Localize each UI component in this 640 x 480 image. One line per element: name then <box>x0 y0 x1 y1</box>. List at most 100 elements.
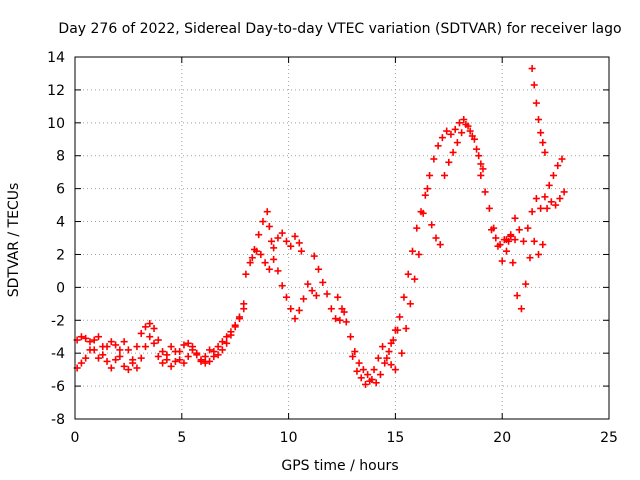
data-point <box>353 367 361 375</box>
data-point <box>206 357 214 365</box>
data-point <box>359 366 367 374</box>
data-point <box>396 313 404 321</box>
data-point <box>528 208 536 216</box>
data-point <box>541 193 549 201</box>
data-point <box>404 270 412 278</box>
data-point <box>133 364 141 372</box>
data-point <box>141 343 149 351</box>
y-axis-label: SDTVAR / TECUs <box>6 183 22 298</box>
data-point <box>383 354 391 362</box>
data-point <box>535 250 543 258</box>
data-point <box>391 366 399 374</box>
data-point <box>146 333 154 341</box>
data-point <box>94 333 102 341</box>
data-point <box>257 250 265 258</box>
data-point <box>537 129 545 137</box>
data-point <box>154 336 162 344</box>
data-point <box>163 356 171 364</box>
data-point <box>304 280 312 288</box>
data-point <box>347 333 355 341</box>
data-point <box>541 148 549 156</box>
data-point <box>82 354 90 362</box>
data-point <box>248 254 256 262</box>
data-point <box>481 188 489 196</box>
data-point <box>372 379 380 387</box>
data-point <box>227 331 235 339</box>
data-point <box>120 338 128 346</box>
data-point <box>274 267 282 275</box>
data-point <box>376 371 384 379</box>
data-point <box>334 293 342 301</box>
data-point <box>255 231 263 239</box>
data-point <box>539 139 547 147</box>
data-point <box>524 224 532 232</box>
data-point <box>547 198 555 206</box>
axis-ticks <box>74 56 610 420</box>
data-point <box>509 259 517 267</box>
tick-labels: 0 5 10 15 20 25 -8 -6 -4 -2 0 2 4 6 8 10 12 14 <box>47 50 618 446</box>
data-point <box>398 349 406 357</box>
data-point <box>291 315 299 323</box>
data-point <box>295 306 303 314</box>
data-point <box>94 354 102 362</box>
data-point <box>511 214 519 222</box>
x-tick-label: 0 <box>71 430 80 446</box>
data-point <box>528 65 536 73</box>
data-point <box>402 325 410 332</box>
x-tick-label: 5 <box>177 430 186 446</box>
data-point <box>462 120 470 128</box>
data-point <box>112 356 120 364</box>
data-point <box>513 292 521 300</box>
data-point <box>502 236 510 244</box>
data-point <box>434 142 442 150</box>
data-point <box>231 323 239 331</box>
data-point <box>188 343 196 351</box>
data-point <box>270 244 278 252</box>
data-point <box>421 191 429 199</box>
data-point <box>253 247 261 255</box>
y-tick-label: -8 <box>51 412 65 428</box>
data-points <box>73 65 568 388</box>
data-point <box>278 229 286 237</box>
data-point <box>408 247 416 255</box>
data-point <box>554 162 562 170</box>
data-point <box>496 241 504 249</box>
data-point <box>366 377 374 385</box>
data-point <box>477 171 485 179</box>
data-point <box>171 357 179 365</box>
y-tick-label: 12 <box>47 83 65 99</box>
data-point <box>319 278 327 286</box>
data-point <box>315 265 323 273</box>
data-point <box>137 329 145 337</box>
data-point <box>141 323 149 331</box>
data-point <box>103 357 111 365</box>
data-point <box>107 338 115 346</box>
data-point <box>423 185 431 193</box>
chart-title: Day 276 of 2022, Sidereal Day-to-day VTE… <box>58 21 621 37</box>
data-point <box>479 165 487 173</box>
data-point <box>176 356 184 364</box>
x-tick-label: 15 <box>386 430 404 446</box>
data-point <box>537 204 545 212</box>
data-point <box>530 81 538 89</box>
x-axis-label: GPS time / hours <box>281 458 398 474</box>
data-point <box>443 127 451 135</box>
data-point <box>549 171 557 179</box>
data-point <box>342 318 350 326</box>
data-point <box>206 346 214 354</box>
data-point <box>268 237 276 245</box>
data-point <box>460 116 468 124</box>
data-point <box>323 290 331 298</box>
data-point <box>201 352 209 360</box>
data-point <box>332 315 340 323</box>
data-point <box>406 300 414 308</box>
data-point <box>451 125 459 133</box>
data-point <box>387 339 395 347</box>
data-point <box>193 349 201 357</box>
y-tick-label: 4 <box>56 215 65 231</box>
data-point <box>532 195 540 203</box>
data-point <box>167 343 175 351</box>
data-point <box>116 352 124 360</box>
data-point <box>218 346 226 354</box>
